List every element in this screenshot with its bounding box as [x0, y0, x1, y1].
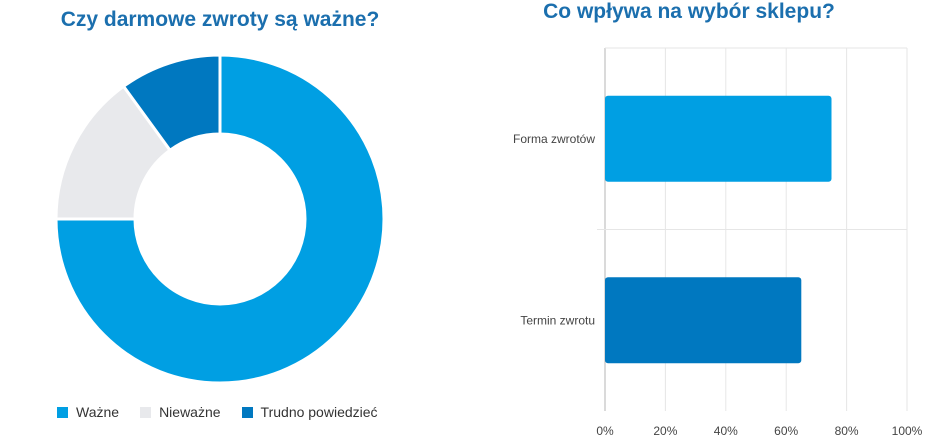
category-label-termin-zwrotu: Termin zwrotu [520, 313, 595, 327]
x-tick-label: 0% [596, 424, 614, 438]
donut-legend: Ważne Nieważne Trudno powiedzieć [57, 404, 378, 420]
bar-chart-panel: Co wpływa na wybór sklepu? Forma zwrotów… [440, 0, 938, 447]
legend-swatch-niewazne [140, 406, 152, 418]
legend-label-trudno-powiedziec: Trudno powiedzieć [260, 404, 378, 420]
donut-chart [54, 53, 386, 385]
bar-chart-title: Co wpływa na wybór sklepu? [543, 0, 835, 23]
legend-label-niewazne: Nieważne [159, 404, 221, 420]
donut-slice-wazne[interactable] [54, 53, 386, 385]
x-tick-label: 40% [714, 424, 738, 438]
x-tick-label: 80% [835, 424, 859, 438]
x-tick-label: 60% [774, 424, 798, 438]
legend-swatch-wazne [57, 406, 68, 418]
legend-item-trudno-powiedziec[interactable]: Trudno powiedzieć [241, 404, 378, 420]
donut-chart-title: Czy darmowe zwroty są ważne? [60, 8, 380, 31]
donut-slice-trudno-powiedziec[interactable] [121, 53, 222, 153]
donut-chart-panel: Czy darmowe zwroty są ważne? Ważne Niewa… [0, 0, 440, 447]
legend-item-wazne[interactable]: Ważne [57, 404, 119, 420]
bar-forma-zwrotow[interactable] [605, 95, 832, 182]
x-tick-label: 20% [653, 424, 677, 438]
bar-chart: Forma zwrotów Termin zwrotu 0% 20% 40% 60% 80%… [513, 47, 923, 438]
legend-item-niewazne[interactable]: Nieważne [140, 404, 221, 420]
category-label-forma-zwrotow: Forma zwrotów [513, 132, 595, 146]
legend-label-wazne: Ważne [76, 404, 120, 420]
x-tick-label: 100% [892, 424, 923, 438]
legend-swatch-trudno-powiedziec [241, 406, 253, 418]
bar-termin-zwrotu[interactable] [605, 277, 802, 364]
